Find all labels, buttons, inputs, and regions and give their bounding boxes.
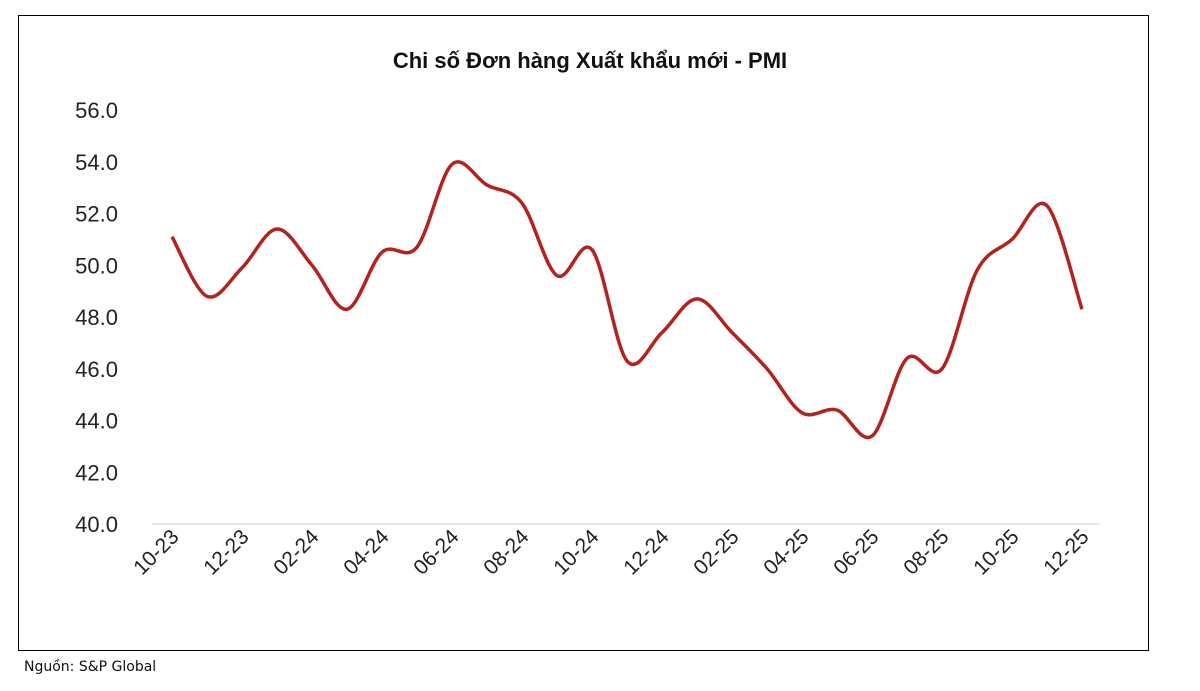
chart-frame [18,15,1149,651]
chart-title: Chi số Đơn hàng Xuất khẩu mới - PMI [393,48,787,73]
x-tick-label: 02-24 [269,525,323,579]
x-tick-label: 12-25 [1039,525,1093,579]
y-tick-label: 40.0 [75,512,118,537]
y-tick-label: 56.0 [75,98,118,123]
y-tick-label: 50.0 [75,253,118,278]
series-line [170,160,1084,440]
x-tick-label: 12-24 [619,525,673,579]
x-tick-label: 08-24 [479,525,533,579]
y-tick-label: 42.0 [75,460,118,485]
y-tick-label: 46.0 [75,357,118,382]
x-tick-label: 04-25 [759,525,813,579]
x-tick-label: 10-23 [129,525,183,579]
y-tick-label: 54.0 [75,150,118,175]
y-tick-label: 48.0 [75,305,118,330]
x-tick-label: 08-25 [899,525,953,579]
x-tick-label: 04-24 [339,525,393,579]
x-tick-label: 10-24 [549,525,603,579]
x-tick-label: 10-25 [969,525,1023,579]
x-tick-label: 06-24 [409,525,463,579]
source-note: Nguồn: S&P Global [24,659,157,675]
x-tick-label: 06-25 [829,525,883,579]
y-tick-label: 52.0 [75,202,118,227]
y-tick-label: 44.0 [75,409,118,434]
x-tick-label: 12-23 [199,525,253,579]
x-tick-label: 02-25 [689,525,743,579]
